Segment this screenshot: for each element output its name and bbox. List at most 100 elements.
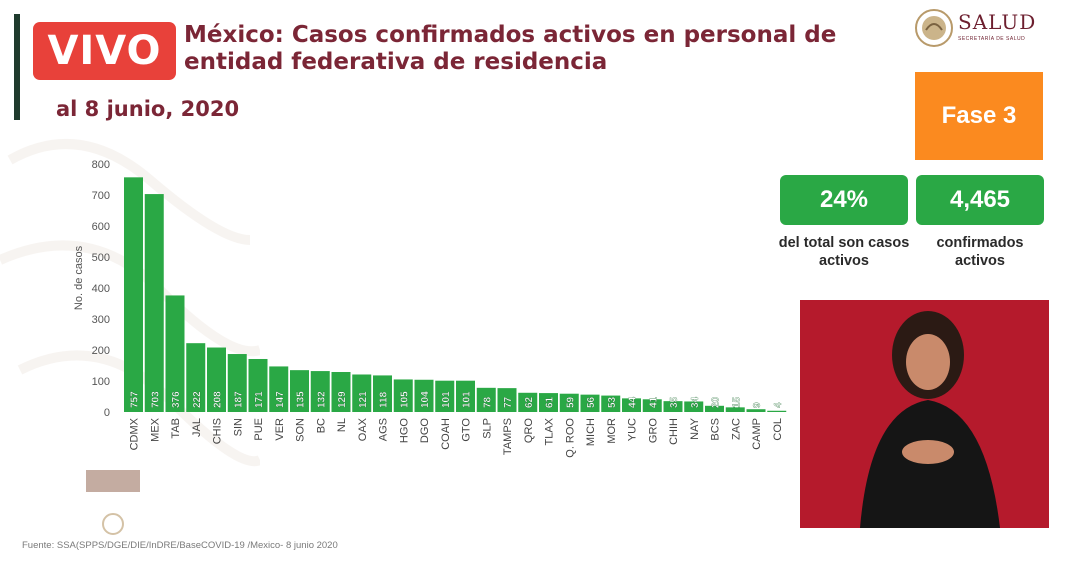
data-label: 757 (130, 391, 141, 408)
data-label: 62 (524, 396, 535, 408)
y-tick-label: 400 (92, 283, 110, 295)
bar (559, 393, 579, 412)
bar (746, 409, 766, 412)
y-tick-label: 300 (92, 314, 110, 326)
bar (622, 398, 641, 412)
x-tick-label: NL (336, 418, 348, 432)
bar (393, 379, 413, 412)
y-tick-label: 700 (92, 190, 110, 202)
data-label: 222 (192, 391, 203, 408)
data-label: 34 (690, 396, 701, 408)
x-tick-label: GTO (461, 418, 473, 442)
x-tick-label: AGS (378, 418, 390, 441)
data-label: 56 (586, 396, 597, 408)
bar (663, 401, 683, 412)
y-tick-label: 200 (92, 345, 110, 357)
date-label: al 8 junio, 2020 (56, 97, 240, 121)
x-tick-label: ZAC (730, 418, 742, 440)
bar (144, 194, 164, 412)
x-tick-label: CHIS (212, 418, 224, 444)
data-label: 35 (669, 396, 680, 408)
bar (767, 410, 787, 412)
data-label: 101 (441, 391, 452, 408)
data-label: 132 (316, 391, 327, 408)
data-label: 376 (171, 391, 182, 408)
bar (642, 399, 662, 412)
data-label: 9 (752, 402, 763, 408)
y-tick-label: 600 (92, 221, 110, 233)
bar (435, 380, 455, 412)
x-tick-label: CAMP (751, 418, 763, 450)
bar (601, 395, 621, 412)
seal-icon (915, 9, 953, 47)
data-label: 78 (482, 396, 493, 408)
x-tick-label: HGO (398, 418, 410, 444)
data-label: 4 (773, 402, 784, 408)
accent-bar (14, 14, 20, 120)
x-tick-label: CDMX (129, 417, 141, 450)
bar (497, 388, 517, 412)
live-badge: VIVO (33, 22, 176, 80)
active-percent-label: del total son casos activos (778, 235, 910, 269)
x-tick-label: TAB (170, 418, 182, 439)
y-tick-label: 0 (104, 407, 110, 419)
bar (373, 375, 392, 412)
logo-name: SALUD (958, 10, 1037, 34)
x-tick-label: MICH (585, 418, 597, 446)
salud-logo: SALUD SECRETARÍA DE SALUD (914, 8, 1054, 48)
x-tick-label: Q. ROO (564, 418, 576, 458)
x-tick-label: BC (315, 418, 327, 433)
active-count-label: confirmados activos (936, 235, 1024, 269)
bar (165, 295, 185, 412)
x-tick-label: YUC (627, 418, 639, 441)
active-count-value: 4,465 (916, 175, 1044, 225)
x-tick-label: DGO (419, 418, 431, 444)
bar (124, 177, 143, 412)
bar (705, 405, 724, 412)
bar (539, 393, 558, 412)
data-label: 59 (565, 396, 576, 408)
bar (186, 343, 206, 412)
data-label: 77 (503, 396, 514, 408)
bar (290, 370, 309, 412)
data-label: 147 (275, 391, 286, 408)
bar (227, 354, 247, 412)
x-tick-label: COL (772, 418, 784, 441)
data-label: 41 (648, 396, 659, 408)
x-tick-label: MOR (606, 418, 618, 444)
bar (414, 379, 434, 412)
x-tick-label: COAH (440, 418, 452, 450)
data-label: 104 (420, 391, 431, 408)
x-tick-label: GRO (647, 418, 659, 444)
y-axis-label: No. de casos (73, 245, 85, 310)
data-label: 187 (233, 391, 244, 408)
x-tick-label: MEX (149, 417, 161, 442)
data-label: 129 (337, 391, 348, 408)
bar (684, 401, 704, 412)
x-tick-label: OAX (357, 417, 369, 441)
data-label: 101 (462, 391, 473, 408)
bar (248, 358, 268, 412)
x-tick-label: PUE (253, 418, 265, 441)
bar (352, 374, 372, 412)
x-tick-label: SIN (232, 418, 244, 436)
x-tick-label: JAL (191, 418, 203, 437)
y-tick-label: 500 (92, 252, 110, 264)
source-note: Fuente: SSA(SPPS/DGE/DIE/InDRE/BaseCOVID… (22, 540, 338, 551)
data-label: 44 (628, 396, 639, 408)
x-tick-label: NAY (689, 417, 701, 439)
x-tick-label: TLAX (544, 417, 556, 445)
bar (725, 407, 745, 412)
x-tick-label: BCS (710, 418, 722, 441)
data-label: 208 (213, 391, 224, 408)
data-label: 121 (358, 391, 369, 408)
bar (207, 347, 226, 412)
bar (310, 371, 330, 412)
data-label: 15 (731, 396, 742, 408)
x-tick-label: CHIH (668, 418, 680, 445)
bar (476, 387, 496, 412)
sign-language-interpreter-video (800, 300, 1049, 528)
data-label: 53 (607, 396, 618, 408)
bar (331, 372, 351, 412)
x-tick-label: SLP (481, 418, 493, 439)
